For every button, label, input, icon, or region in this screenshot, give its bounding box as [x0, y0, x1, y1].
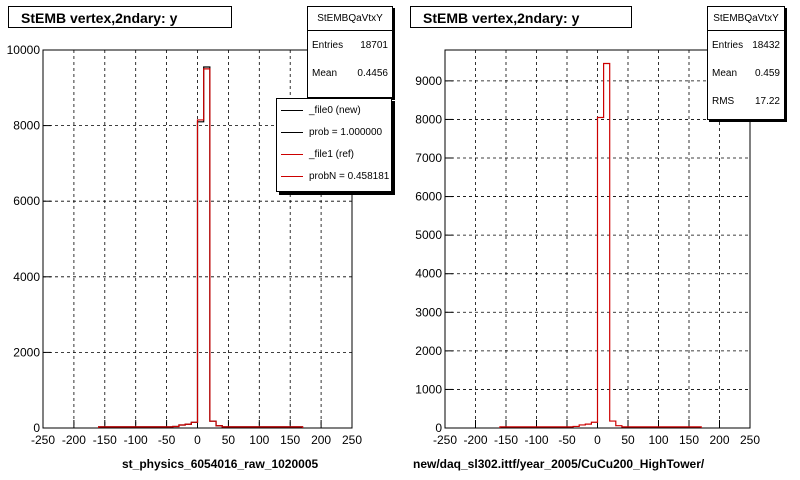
y-tick-label: 0	[33, 421, 40, 435]
y-tick-label: 4000	[415, 267, 442, 281]
stats-mean-label: Mean	[312, 67, 338, 79]
x-tick-label: 200	[311, 433, 331, 447]
stats-entries-row: Entries 18701	[308, 31, 392, 59]
x-tick-label: -100	[524, 433, 548, 447]
x-tick-label: 200	[709, 433, 729, 447]
y-tick-label: 1000	[415, 382, 442, 396]
legend-box: _file0 (new) prob = 1.000000 _file1 (ref…	[276, 98, 392, 192]
chart-title-left: StEMB vertex,2ndary: y	[8, 6, 232, 28]
x-tick-label: -100	[124, 433, 148, 447]
x-tick-label: 250	[342, 433, 362, 447]
legend-swatch	[281, 109, 303, 111]
legend-swatch	[281, 131, 303, 133]
y-tick-label: 7000	[415, 151, 442, 165]
stats-mean-row: Mean 0.4456	[308, 59, 392, 87]
stats-rms-label: RMS	[712, 95, 735, 107]
stats-rms-value: 17.22	[754, 95, 780, 107]
legend-entry: _file1 (ref)	[277, 143, 391, 165]
x-tick-label: -150	[494, 433, 518, 447]
stats-entries-label: Entries	[312, 39, 344, 51]
x-tick-label: -50	[158, 433, 176, 447]
x-tick-label: -50	[558, 433, 576, 447]
stats-entries-value: 18432	[752, 39, 780, 51]
y-tick-label: 6000	[13, 194, 40, 208]
x-axis-label-left: st_physics_6054016_raw_1020005	[122, 457, 319, 471]
legend-entry: probN = 0.458181	[277, 165, 391, 187]
x-tick-label: 0	[594, 433, 601, 447]
legend-label: prob = 1.000000	[309, 126, 383, 138]
y-tick-label: 0	[435, 421, 442, 435]
chart-title-right: StEMB vertex,2ndary: y	[410, 6, 632, 28]
stats-entries-label: Entries	[712, 39, 744, 51]
y-tick-label: 8000	[415, 112, 442, 126]
stats-mean-label: Mean	[712, 67, 738, 79]
legend-label: probN = 0.458181	[309, 170, 390, 182]
y-tick-label: 3000	[415, 305, 442, 319]
x-tick-label: 150	[679, 433, 699, 447]
stats-entries-row: Entries 18432	[708, 31, 784, 59]
y-tick-label: 9000	[415, 74, 442, 88]
x-tick-label: 100	[648, 433, 668, 447]
x-tick-label: 100	[249, 433, 269, 447]
legend-entry: prob = 1.000000	[277, 121, 391, 143]
stats-mean-value: 0.459	[754, 67, 780, 79]
x-tick-label: -250	[433, 433, 457, 447]
x-tick-label: 150	[280, 433, 300, 447]
stats-mean-value: 0.4456	[357, 67, 388, 79]
legend-entry: _file0 (new)	[277, 99, 391, 121]
y-tick-label: 6000	[415, 190, 442, 204]
stats-name: StEMBQaVtxY	[308, 7, 392, 31]
histogram-series	[499, 62, 702, 428]
x-tick-label: -150	[93, 433, 117, 447]
x-tick-label: 50	[222, 433, 236, 447]
stats-entries-value: 18701	[360, 39, 388, 51]
y-tick-label: 10000	[7, 43, 41, 57]
legend-label: _file1 (ref)	[309, 148, 355, 160]
x-tick-label: 0	[194, 433, 201, 447]
legend-swatch	[281, 153, 303, 155]
x-tick-label: 250	[740, 433, 760, 447]
stats-box-right: StEMBQaVtxY Entries 18432 Mean 0.459 RMS…	[707, 6, 785, 120]
y-tick-label: 8000	[13, 119, 40, 133]
histogram-plot-right: -250 -200 -150 -100 -50 0 50 100 150 200 250 0 1000 2…	[415, 49, 760, 447]
stats-rms-row: RMS 17.22	[708, 87, 784, 115]
y-tick-label: 2000	[415, 344, 442, 358]
stats-box-left: StEMBQaVtxY Entries 18701 Mean 0.4456	[307, 6, 393, 98]
legend-swatch	[281, 175, 303, 177]
stats-mean-row: Mean 0.459	[708, 59, 784, 87]
y-tick-label: 4000	[13, 270, 40, 284]
x-tick-label: -200	[463, 433, 487, 447]
x-tick-label: 50	[621, 433, 635, 447]
x-tick-label: -250	[31, 433, 55, 447]
stats-name: StEMBQaVtxY	[708, 7, 784, 31]
y-tick-label: 2000	[13, 345, 40, 359]
x-axis-label-right: new/daq_sl302.ittf/year_2005/CuCu200_Hig…	[413, 457, 705, 471]
legend-label: _file0 (new)	[309, 104, 361, 116]
histogram-series	[98, 68, 304, 428]
y-tick-label: 5000	[415, 228, 442, 242]
x-tick-label: -200	[62, 433, 86, 447]
